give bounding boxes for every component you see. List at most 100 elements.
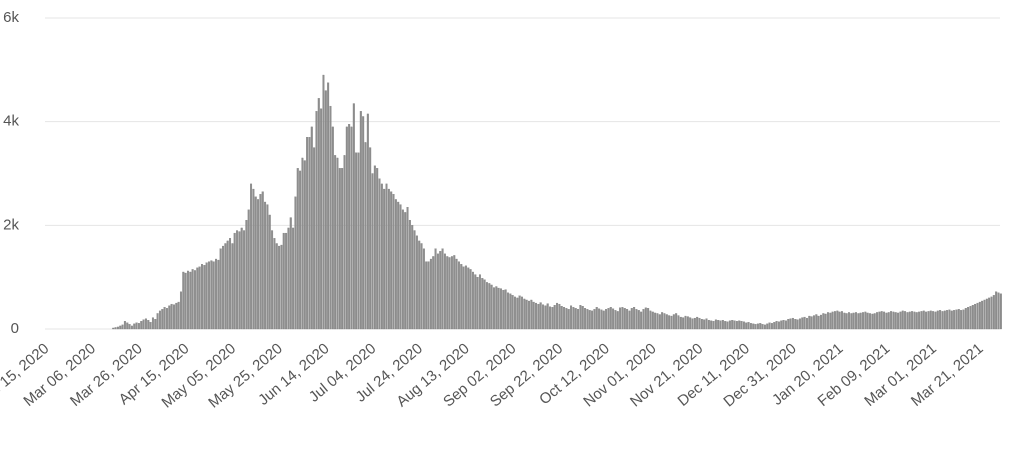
bar [553, 305, 556, 330]
bar [114, 327, 117, 330]
bar [320, 108, 323, 330]
bar [815, 314, 818, 330]
bar [481, 278, 484, 330]
bar [612, 308, 615, 330]
bar [422, 248, 425, 330]
bar [191, 269, 194, 330]
bar [805, 317, 808, 330]
bar [184, 272, 187, 330]
bar [887, 312, 890, 330]
bar [988, 297, 991, 330]
bar [649, 310, 652, 330]
bar [735, 321, 738, 330]
bar [749, 323, 752, 330]
bar [964, 308, 967, 330]
bar [464, 265, 467, 330]
bar [756, 323, 759, 330]
bar [939, 310, 942, 330]
bar [789, 318, 792, 330]
bar [427, 261, 430, 330]
bar [467, 267, 470, 330]
bar [268, 214, 271, 330]
bar [212, 261, 215, 330]
bar [385, 183, 388, 330]
bar [535, 302, 538, 330]
bar [906, 312, 909, 330]
bar [731, 320, 734, 330]
bar [434, 248, 437, 330]
bar [499, 288, 502, 330]
bar [862, 312, 865, 330]
bar [642, 309, 645, 330]
bar [684, 315, 687, 330]
bar [373, 165, 376, 330]
bar [637, 310, 640, 330]
bar [600, 309, 603, 330]
bar [791, 317, 794, 330]
bar [425, 261, 428, 330]
bar [446, 256, 449, 330]
bar [584, 308, 587, 330]
bar [495, 286, 498, 330]
bar [777, 321, 780, 330]
bar [768, 322, 771, 330]
bar [247, 209, 250, 330]
bar [476, 277, 479, 330]
bar [366, 113, 369, 330]
y-tick-label: 2k [3, 216, 19, 233]
bar [943, 310, 946, 330]
bar [915, 312, 918, 330]
bar [231, 243, 234, 330]
bar [492, 287, 495, 330]
bar [824, 313, 827, 330]
bar [579, 305, 582, 330]
bar [948, 309, 951, 330]
bar [359, 111, 362, 330]
bar [217, 259, 220, 330]
bar [504, 289, 507, 330]
bar [976, 302, 979, 330]
bar [236, 230, 239, 330]
bar [238, 231, 241, 330]
bar [817, 315, 820, 330]
bar [850, 313, 853, 330]
bar [257, 199, 260, 330]
bar [609, 307, 612, 330]
bar [712, 321, 715, 330]
bar [929, 310, 932, 330]
bar [399, 204, 402, 330]
bar [287, 227, 290, 330]
bar [728, 320, 731, 330]
bar [502, 289, 505, 330]
bar [369, 147, 372, 330]
bar [675, 313, 678, 330]
bar [878, 311, 881, 330]
bar [338, 168, 341, 330]
bar [390, 191, 393, 330]
bar [308, 137, 311, 330]
bar [581, 306, 584, 330]
bar [726, 321, 729, 330]
bar [229, 238, 232, 330]
bar [490, 284, 493, 330]
bar [852, 312, 855, 330]
bar [932, 311, 935, 330]
bar [177, 301, 180, 330]
bar [567, 309, 570, 330]
bar [142, 319, 145, 330]
bar [329, 105, 332, 330]
bar [691, 318, 694, 330]
bar [259, 194, 262, 330]
bar [123, 321, 126, 330]
bar [693, 317, 696, 330]
bar [721, 320, 724, 330]
bar [904, 311, 907, 330]
bar [588, 310, 591, 330]
bar [364, 142, 367, 330]
bar [747, 322, 750, 330]
bar [798, 318, 801, 330]
bar [971, 305, 974, 330]
bar [871, 313, 874, 330]
bar [357, 152, 360, 330]
